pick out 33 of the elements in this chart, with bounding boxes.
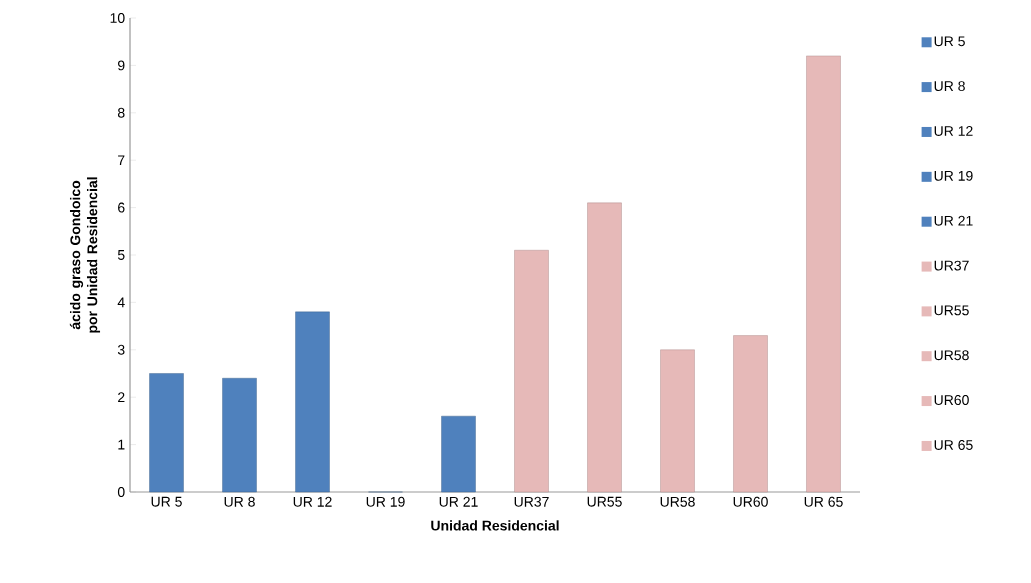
- legend-label: UR 5: [934, 36, 965, 47]
- legend-label: UR 12: [934, 126, 973, 136]
- x-tick-label: UR 5: [151, 496, 182, 507]
- y-tick-label: 9: [118, 60, 125, 71]
- legend-label: UR55: [934, 305, 969, 316]
- x-tick-label: UR58: [660, 496, 695, 507]
- y-tick-label: 0: [117, 487, 125, 497]
- y-tick-label: 10: [110, 13, 125, 23]
- y-axis-title: ácido graso Gondoico por Unidad Residencial: [69, 177, 101, 333]
- x-tick-label: UR37: [514, 496, 549, 507]
- y-tick-label: 8: [117, 107, 125, 118]
- x-tick-label: UR60: [733, 496, 768, 507]
- y-tick-label: 5: [117, 250, 125, 260]
- x-tick-label: UR 8: [224, 496, 255, 507]
- legend-label: UR 65: [934, 439, 973, 450]
- y-tick-label: 4: [117, 297, 125, 308]
- y-tick-label: 7: [118, 155, 125, 166]
- y-tick-label: 1: [118, 439, 125, 450]
- x-tick-label: UR 19: [366, 496, 405, 507]
- legend-label: UR 21: [934, 215, 973, 226]
- x-tick-label: UR 12: [293, 496, 332, 507]
- legend-label: UR 8: [934, 81, 965, 92]
- x-tick-label: UR55: [587, 496, 622, 507]
- legend-label: UR37: [934, 260, 969, 271]
- legend-label: UR58: [934, 350, 969, 361]
- x-tick-label: UR 21: [439, 496, 478, 507]
- x-tick-label: UR 65: [804, 496, 843, 507]
- legend-label: UR60: [934, 395, 969, 406]
- y-tick-label: 6: [118, 202, 125, 213]
- x-axis-title: Unidad Residencial: [431, 520, 559, 531]
- legend-label: UR 19: [934, 170, 973, 181]
- y-tick-label: 2: [118, 392, 125, 403]
- y-tick-label: 3: [117, 344, 125, 355]
